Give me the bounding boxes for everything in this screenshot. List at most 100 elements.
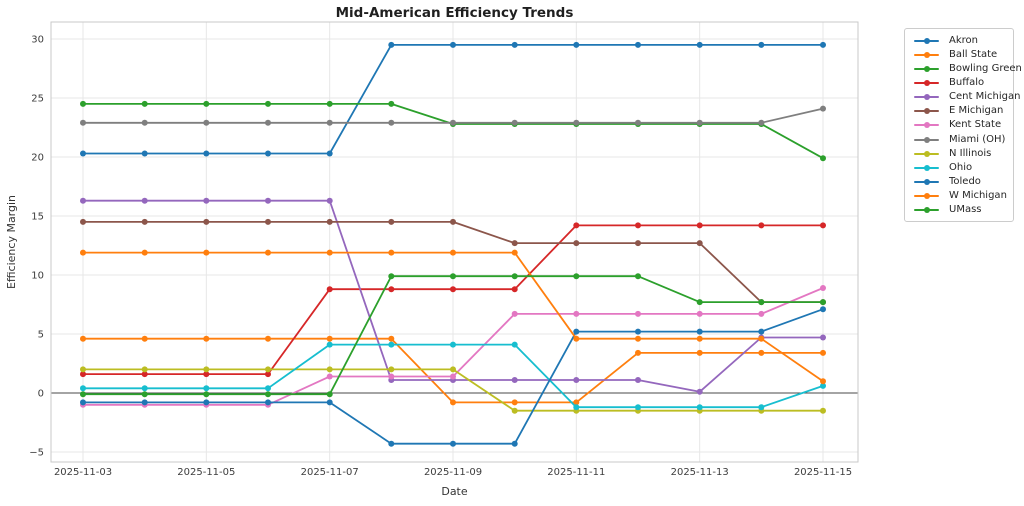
data-point-bowling-green bbox=[141, 100, 148, 107]
legend-line-marker-icon bbox=[914, 108, 939, 115]
legend-item-e-michigan: E Michigan bbox=[905, 105, 1013, 118]
data-point-ohio bbox=[635, 404, 641, 411]
series-w-michigan bbox=[80, 249, 826, 385]
data-point-cent-michigan bbox=[80, 197, 86, 204]
data-point-w-michigan bbox=[820, 378, 826, 385]
data-point-e-michigan bbox=[203, 218, 210, 225]
legend-item-n-illinois: N Illinois bbox=[905, 147, 1013, 160]
data-point-ohio bbox=[573, 404, 580, 411]
data-point-bowling-green bbox=[265, 100, 271, 107]
data-point-w-michigan bbox=[265, 249, 271, 256]
data-point-miami-oh bbox=[573, 119, 580, 126]
data-point-n-illinois bbox=[326, 366, 333, 373]
data-point-e-michigan bbox=[450, 218, 456, 225]
data-point-n-illinois bbox=[450, 366, 456, 373]
legend-item-miami-oh: Miami (OH) bbox=[905, 133, 1013, 146]
y-tick-label: −5 bbox=[29, 448, 44, 459]
data-point-w-michigan bbox=[758, 335, 765, 342]
data-point-akron bbox=[203, 150, 210, 157]
data-point-w-michigan bbox=[203, 249, 210, 256]
data-point-e-michigan bbox=[635, 240, 641, 247]
legend-item-w-michigan: W Michigan bbox=[905, 190, 1013, 203]
data-point-umass bbox=[141, 391, 148, 398]
data-point-kent-state bbox=[573, 310, 580, 317]
data-point-umass bbox=[203, 391, 210, 398]
data-point-n-illinois bbox=[203, 366, 210, 373]
data-point-akron bbox=[450, 41, 456, 48]
data-point-ohio bbox=[265, 385, 271, 392]
data-point-cent-michigan bbox=[820, 334, 826, 341]
data-point-umass bbox=[635, 273, 641, 280]
data-point-cent-michigan bbox=[265, 197, 271, 204]
data-point-ball-state bbox=[758, 349, 765, 356]
data-point-akron bbox=[80, 150, 86, 157]
data-point-umass bbox=[265, 391, 271, 398]
plot-frame bbox=[50, 21, 859, 463]
data-point-kent-state bbox=[511, 310, 518, 317]
data-point-e-michigan bbox=[326, 218, 333, 225]
data-point-n-illinois bbox=[511, 407, 518, 414]
data-point-bowling-green bbox=[820, 155, 826, 162]
series-ball-state bbox=[80, 335, 826, 406]
data-point-buffalo bbox=[635, 222, 641, 229]
data-point-akron bbox=[820, 41, 826, 48]
legend-item-toledo: Toledo bbox=[905, 176, 1013, 189]
data-point-ohio bbox=[80, 385, 86, 392]
legend-line-marker-icon bbox=[914, 207, 939, 214]
gridlines bbox=[51, 22, 858, 462]
data-point-w-michigan bbox=[388, 249, 395, 256]
data-point-buffalo bbox=[388, 286, 395, 293]
data-point-w-michigan bbox=[141, 249, 148, 256]
legend-line-marker-icon bbox=[914, 37, 939, 44]
data-point-ohio bbox=[820, 382, 826, 389]
data-point-w-michigan bbox=[326, 249, 333, 256]
legend-label: Akron bbox=[949, 34, 978, 46]
data-point-miami-oh bbox=[80, 119, 86, 126]
data-point-cent-michigan bbox=[511, 377, 518, 383]
y-tick-label: 15 bbox=[31, 212, 44, 223]
x-tick-label: 2025-11-15 bbox=[794, 467, 852, 478]
legend-label: Miami (OH) bbox=[949, 133, 1006, 145]
data-point-akron bbox=[388, 41, 395, 48]
legend-item-akron: Akron bbox=[905, 34, 1013, 47]
series-cent-michigan bbox=[80, 197, 826, 395]
data-point-buffalo bbox=[203, 371, 210, 378]
data-point-bowling-green bbox=[203, 100, 210, 107]
data-point-toledo bbox=[696, 328, 703, 335]
y-tick-label: 25 bbox=[31, 94, 44, 105]
data-point-buffalo bbox=[573, 222, 580, 229]
data-point-w-michigan bbox=[573, 335, 580, 342]
series-toledo bbox=[80, 306, 826, 447]
data-point-ohio bbox=[141, 385, 148, 392]
legend-line-marker-icon bbox=[914, 136, 939, 143]
legend-label: UMass bbox=[949, 204, 982, 216]
y-tick-label: 5 bbox=[38, 330, 44, 341]
x-tick-label: 2025-11-05 bbox=[177, 467, 235, 478]
data-point-kent-state bbox=[635, 310, 641, 317]
y-axis-label: Efficiency Margin bbox=[5, 195, 18, 289]
legend-line-marker-icon bbox=[914, 164, 939, 171]
data-point-ball-state bbox=[203, 335, 210, 342]
y-tick-label: 20 bbox=[31, 153, 44, 164]
data-point-kent-state bbox=[696, 310, 703, 317]
data-point-n-illinois bbox=[265, 366, 271, 373]
data-point-umass bbox=[573, 273, 580, 280]
x-tick-label: 2025-11-09 bbox=[424, 467, 482, 478]
series-buffalo bbox=[80, 222, 826, 378]
data-point-miami-oh bbox=[203, 119, 210, 126]
data-point-buffalo bbox=[696, 222, 703, 229]
data-point-miami-oh bbox=[265, 119, 271, 126]
data-point-miami-oh bbox=[635, 119, 641, 126]
legend-line-marker-icon bbox=[914, 150, 939, 157]
data-point-toledo bbox=[450, 440, 456, 447]
legend-line-marker-icon bbox=[914, 79, 939, 86]
data-point-ball-state bbox=[820, 349, 826, 356]
data-point-w-michigan bbox=[511, 249, 518, 256]
data-point-miami-oh bbox=[758, 119, 765, 126]
data-point-cent-michigan bbox=[141, 197, 148, 204]
data-point-e-michigan bbox=[511, 240, 518, 247]
data-point-umass bbox=[820, 299, 826, 306]
series-miami-oh bbox=[80, 105, 826, 126]
data-point-buffalo bbox=[820, 222, 826, 229]
